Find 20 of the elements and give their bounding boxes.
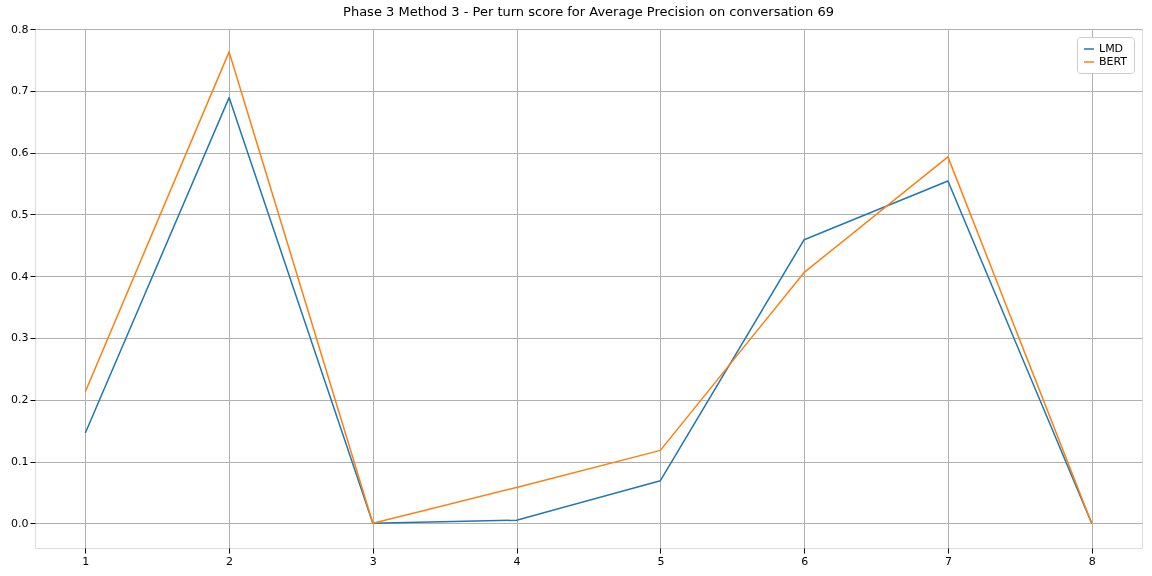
y-tick-label: 0.4 bbox=[11, 269, 29, 283]
y-tick-label: 0.3 bbox=[11, 331, 29, 345]
x-tick-label: 7 bbox=[944, 554, 952, 568]
y-tick-label: 0.1 bbox=[11, 455, 29, 468]
x-tick-label: 8 bbox=[1088, 554, 1096, 568]
x-tick-label: 1 bbox=[82, 554, 90, 568]
y-tick-label: 0.5 bbox=[11, 207, 29, 221]
y-tick-label: 0.8 bbox=[11, 22, 29, 36]
x-tick-label: 2 bbox=[226, 554, 234, 568]
y-tick-label: 0.0 bbox=[11, 516, 29, 530]
y-tick-label: 0.6 bbox=[11, 146, 29, 160]
chart-title: Phase 3 Method 3 - Per turn score for Average Precision on conversation 69 bbox=[343, 4, 834, 19]
x-tick-label: 3 bbox=[369, 554, 377, 568]
y-tick-label: 0.7 bbox=[11, 84, 29, 98]
x-tick-label: 6 bbox=[801, 554, 809, 568]
x-tick-label: 5 bbox=[657, 554, 665, 568]
y-tick-label: 0.2 bbox=[11, 393, 29, 407]
legend-label: BERT bbox=[1099, 55, 1128, 68]
legend-label: LMD bbox=[1099, 42, 1124, 55]
x-tick-label: 4 bbox=[513, 554, 521, 568]
